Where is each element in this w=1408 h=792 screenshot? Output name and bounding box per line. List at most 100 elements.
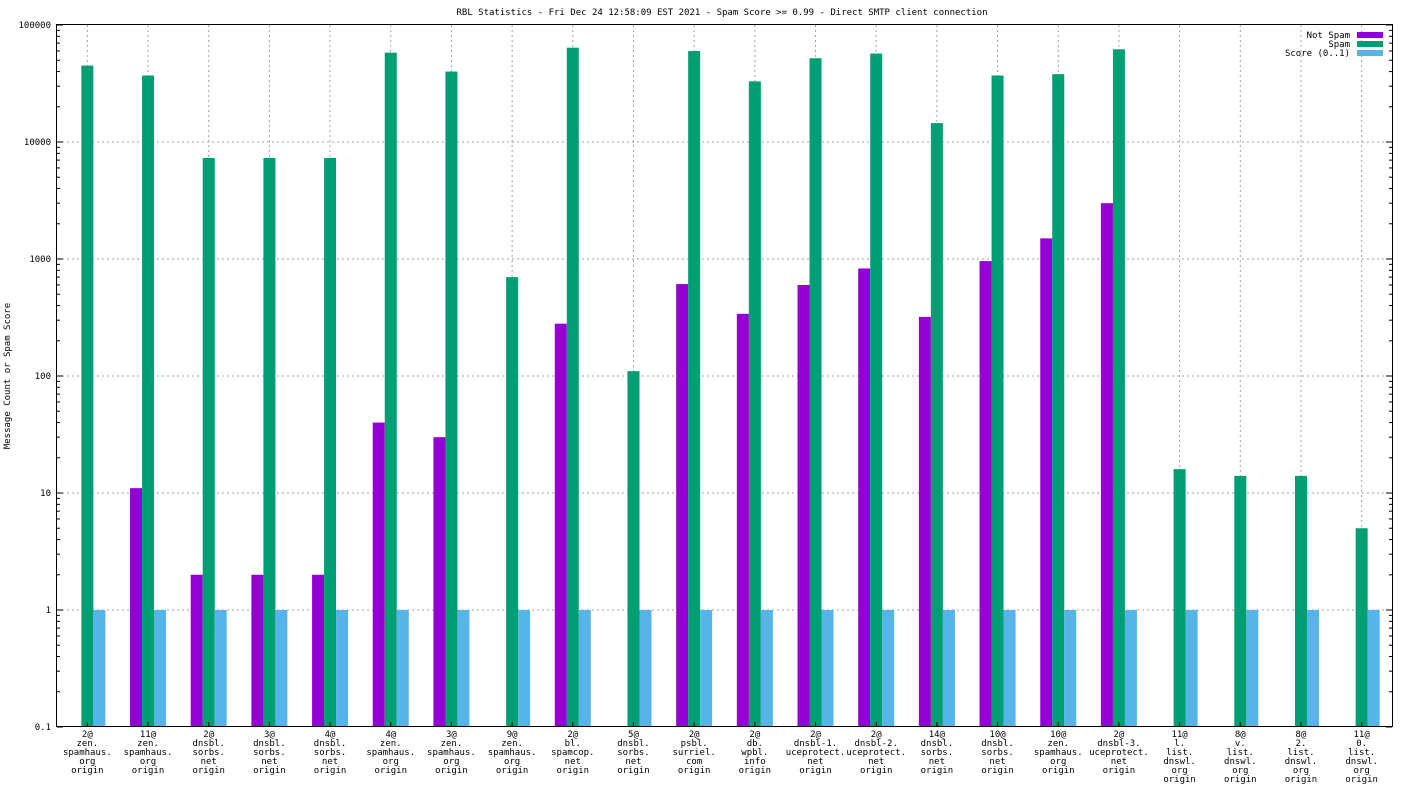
- x-tick-label: 10@ dnsbl. sorbs. net origin: [981, 730, 1014, 776]
- bar-score-0-1: [1367, 610, 1380, 727]
- bar-spam: [1234, 475, 1247, 727]
- bar-spam: [991, 75, 1004, 728]
- legend-swatch: [1357, 50, 1383, 56]
- bar-not-spam: [554, 323, 567, 727]
- bar-spam: [384, 52, 397, 727]
- y-tick-label: 10000: [24, 138, 51, 148]
- bar-score-0-1: [396, 610, 409, 727]
- bar-spam: [202, 157, 215, 728]
- bar-score-0-1: [1185, 610, 1198, 727]
- x-tick-label: 11@ zen. spamhaus. org origin: [124, 730, 173, 776]
- bar-spam: [627, 371, 640, 727]
- bar-score-0-1: [821, 610, 834, 727]
- x-tick-label: 3@ zen. spamhaus. org origin: [427, 730, 476, 776]
- plot-frame: [56, 24, 1393, 727]
- y-tick-label: 1000: [29, 255, 51, 265]
- bar-score-0-1: [639, 610, 652, 727]
- x-tick-label: 8@ 2. list. dnswl. org origin: [1285, 730, 1318, 785]
- bar-spam: [1173, 469, 1186, 727]
- x-tick-label: 8@ v. list. dnswl. org origin: [1224, 730, 1257, 785]
- bar-score-0-1: [154, 610, 167, 727]
- x-axis-labels: 2@ zen. spamhaus. org origin 11@ zen. spamhaus.…: [63, 730, 1378, 785]
- bar-spam: [142, 75, 155, 728]
- legend-label: Score (0..1): [1285, 49, 1350, 59]
- bar-spam: [1294, 475, 1307, 727]
- x-tick-label: 14@ dnsbl. sorbs. net origin: [921, 730, 954, 776]
- bar-not-spam: [251, 574, 264, 727]
- bar-score-0-1: [760, 610, 773, 727]
- x-tick-label: 2@ dnsbl-3. uceprotect. net origin: [1089, 730, 1149, 776]
- bars: [81, 47, 1380, 728]
- x-tick-label: 2@ dnsbl. sorbs. net origin: [192, 730, 225, 776]
- bar-score-0-1: [942, 610, 955, 727]
- bar-score-0-1: [882, 610, 895, 727]
- bar-not-spam: [1100, 203, 1113, 727]
- bar-not-spam: [130, 488, 143, 727]
- legend-label: Spam: [1328, 40, 1350, 50]
- bar-not-spam: [190, 574, 203, 727]
- x-tick-label: 11@ l. list. dnswl. org origin: [1163, 730, 1196, 785]
- bar-not-spam: [736, 313, 749, 727]
- bar-not-spam: [1040, 238, 1053, 727]
- bar-spam: [445, 71, 458, 728]
- bar-spam: [1052, 74, 1065, 727]
- x-tick-label: 9@ zen. spamhaus. org origin: [488, 730, 537, 776]
- x-tick-label: 4@ zen. spamhaus. org origin: [366, 730, 415, 776]
- bar-not-spam: [797, 284, 810, 727]
- legend-swatch: [1357, 32, 1383, 38]
- y-tick-label: 10: [40, 489, 51, 499]
- legend-swatch: [1357, 41, 1383, 47]
- x-tick-label: 11@ 0. list. dnswl. org origin: [1345, 730, 1378, 785]
- bar-score-0-1: [1003, 610, 1016, 727]
- bar-not-spam: [918, 316, 931, 727]
- y-axis-ticks: 0.1 1 10 100 1000 10000 100000: [18, 21, 1392, 733]
- x-tick-label: 2@ bl. spamcop. net origin: [551, 730, 594, 776]
- y-tick-label: 100: [35, 372, 51, 382]
- bar-not-spam: [676, 284, 689, 727]
- bar-not-spam: [858, 268, 871, 727]
- bar-score-0-1: [275, 610, 288, 727]
- bar-score-0-1: [214, 610, 227, 727]
- bar-score-0-1: [578, 610, 591, 727]
- bar-spam: [870, 53, 883, 728]
- x-tick-label: 2@ dnsbl-1. uceprotect. net origin: [786, 730, 846, 776]
- bar-not-spam: [312, 574, 325, 727]
- x-tick-label: 10@ zen. spamhaus. org origin: [1034, 730, 1083, 776]
- chart-title: RBL Statistics - Fri Dec 24 12:58:09 EST…: [456, 8, 987, 18]
- x-tick-label: 4@ dnsbl. sorbs. net origin: [314, 730, 347, 776]
- legend-label: Not Spam: [1307, 31, 1350, 41]
- bar-score-0-1: [518, 610, 531, 727]
- x-tick-label: 2@ dnsbl-2. uceprotect. net origin: [846, 730, 906, 776]
- bar-spam: [324, 157, 337, 728]
- bar-spam: [688, 50, 701, 728]
- bar-spam: [81, 65, 94, 727]
- bar-spam: [1355, 528, 1368, 727]
- x-tick-label: 5@ dnsbl. sorbs. net origin: [617, 730, 650, 776]
- x-tick-label: 2@ psbl. surriel. com origin: [672, 730, 715, 776]
- y-tick-label: 0.1: [35, 723, 51, 733]
- y-tick-label: 1: [46, 606, 51, 616]
- y-axis-label: Message Count or Spam Score: [3, 303, 13, 449]
- bar-score-0-1: [93, 610, 106, 727]
- y-tick-label: 100000: [18, 21, 51, 31]
- bar-spam: [748, 81, 761, 728]
- bar-spam: [506, 277, 519, 727]
- bar-score-0-1: [457, 610, 470, 727]
- bar-spam: [263, 157, 276, 728]
- bar-score-0-1: [1124, 610, 1137, 727]
- bar-spam: [930, 123, 943, 728]
- x-tick-label: 2@ zen. spamhaus. org origin: [63, 730, 112, 776]
- bar-score-0-1: [1306, 610, 1319, 727]
- bar-spam: [566, 47, 579, 728]
- x-tick-label: 2@ db. wpbl. info origin: [739, 730, 772, 776]
- bar-spam: [809, 58, 822, 728]
- bar-score-0-1: [1064, 610, 1077, 727]
- bar-score-0-1: [1246, 610, 1259, 727]
- bar-score-0-1: [700, 610, 713, 727]
- bar-not-spam: [433, 437, 446, 727]
- bar-score-0-1: [336, 610, 349, 727]
- x-tick-label: 3@ dnsbl. sorbs. net origin: [253, 730, 286, 776]
- bar-not-spam: [979, 261, 992, 727]
